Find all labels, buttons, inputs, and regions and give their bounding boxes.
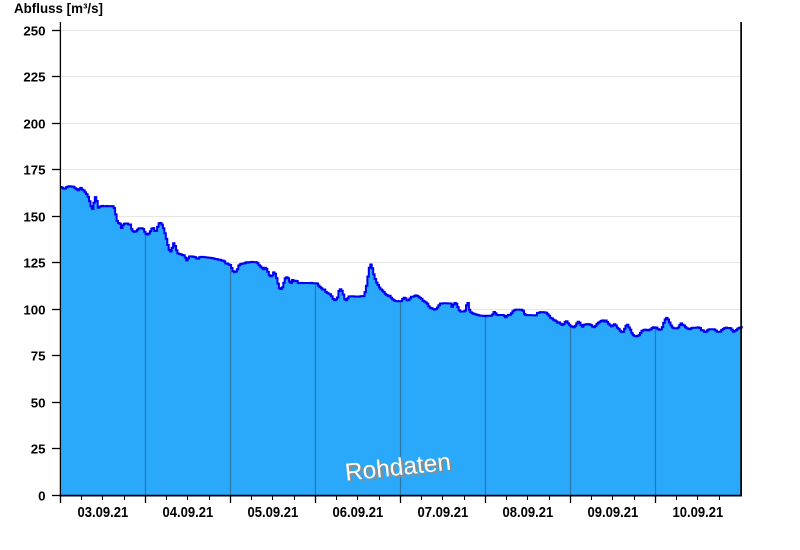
svg-text:225: 225 (23, 69, 46, 84)
svg-text:75: 75 (31, 348, 46, 363)
svg-text:05.09.21: 05.09.21 (248, 504, 299, 521)
svg-text:06.09.21: 06.09.21 (333, 504, 384, 521)
svg-text:Abfluss [m³/s]: Abfluss [m³/s] (14, 1, 103, 16)
svg-text:150: 150 (23, 209, 45, 224)
svg-text:0: 0 (38, 488, 45, 503)
svg-text:250: 250 (23, 23, 45, 38)
svg-text:125: 125 (23, 255, 46, 270)
svg-text:10.09.21: 10.09.21 (673, 504, 724, 521)
svg-text:175: 175 (23, 162, 46, 177)
svg-text:100: 100 (23, 302, 45, 317)
svg-text:200: 200 (23, 116, 45, 131)
svg-text:25: 25 (31, 441, 46, 456)
svg-text:07.09.21: 07.09.21 (418, 504, 469, 521)
svg-text:03.09.21: 03.09.21 (78, 504, 129, 521)
svg-text:04.09.21: 04.09.21 (163, 504, 214, 521)
svg-text:50: 50 (31, 395, 46, 410)
svg-text:09.09.21: 09.09.21 (588, 504, 639, 521)
svg-text:08.09.21: 08.09.21 (503, 504, 554, 521)
